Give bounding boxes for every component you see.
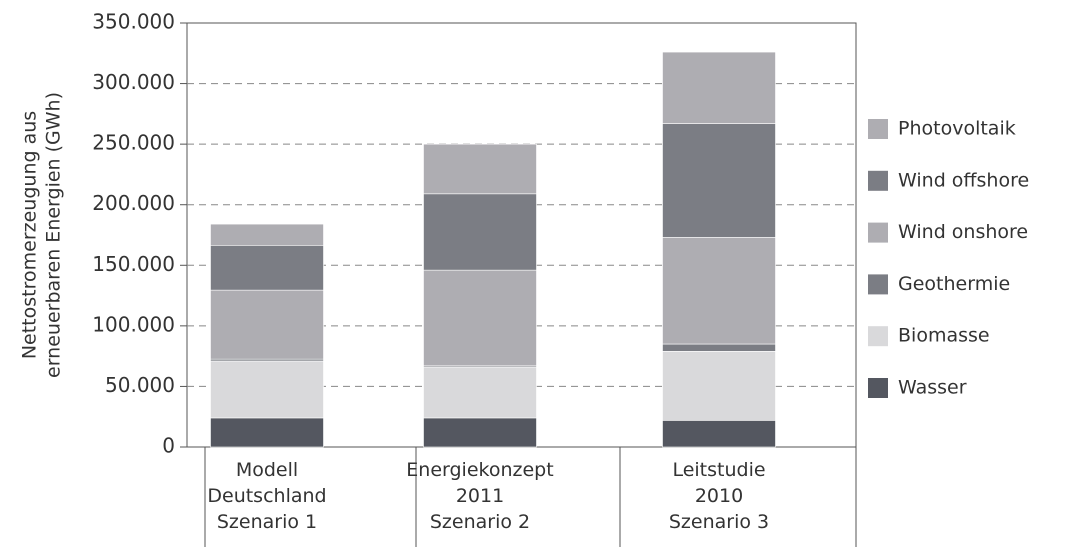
legend-label: Wasser bbox=[898, 377, 967, 399]
bar-segment bbox=[210, 360, 324, 419]
x-tick-label: Leitstudie 2010 Szenario 3 bbox=[669, 459, 769, 533]
bar-segment bbox=[210, 289, 324, 360]
legend-swatch bbox=[868, 119, 888, 139]
legend-label: Geothermie bbox=[898, 273, 1010, 295]
legend-label: Photovoltaik bbox=[898, 118, 1016, 140]
legend-swatch bbox=[868, 274, 888, 295]
y-tick-label: 200.000 bbox=[92, 191, 175, 215]
x-tick-label: Modell Deutschland Szenario 1 bbox=[207, 459, 326, 533]
bar-segment bbox=[662, 350, 776, 421]
y-tick-label: 300.000 bbox=[92, 70, 175, 94]
y-tick-label: 250.000 bbox=[92, 131, 175, 155]
legend-label: Wind onshore bbox=[898, 221, 1028, 243]
bar-segment bbox=[423, 143, 537, 195]
x-tick-label: Energiekonzept 2011 Szenario 2 bbox=[406, 459, 553, 533]
bar-segment bbox=[423, 193, 537, 271]
legend-label: Biomasse bbox=[898, 325, 990, 347]
legend-swatch bbox=[868, 378, 888, 398]
y-axis-label: Nettostromerzeugung aus bbox=[19, 111, 41, 359]
bar-segment bbox=[210, 244, 324, 291]
bar-segment bbox=[423, 417, 537, 448]
bar-segment bbox=[662, 343, 776, 352]
bar-segment bbox=[423, 366, 537, 419]
bar-segment bbox=[210, 417, 324, 448]
bar-segment bbox=[662, 420, 776, 448]
legend-swatch bbox=[868, 222, 888, 243]
y-tick-label: 100.000 bbox=[92, 312, 175, 336]
y-tick-label: 150.000 bbox=[92, 252, 175, 276]
bar-segment bbox=[423, 269, 537, 367]
legend-swatch bbox=[868, 170, 888, 191]
bar-segment bbox=[662, 237, 776, 345]
bar-segment bbox=[662, 51, 776, 124]
legend-label: Wind offshore bbox=[898, 169, 1029, 191]
y-axis-label: erneuerbaren Energien (GWh) bbox=[43, 92, 65, 378]
bar-segment bbox=[210, 223, 324, 246]
y-tick-label: 0 bbox=[162, 434, 175, 458]
y-tick-label: 350.000 bbox=[92, 10, 175, 34]
bar-segment bbox=[662, 123, 776, 238]
legend-swatch bbox=[868, 326, 888, 347]
y-tick-label: 50.000 bbox=[105, 373, 175, 397]
